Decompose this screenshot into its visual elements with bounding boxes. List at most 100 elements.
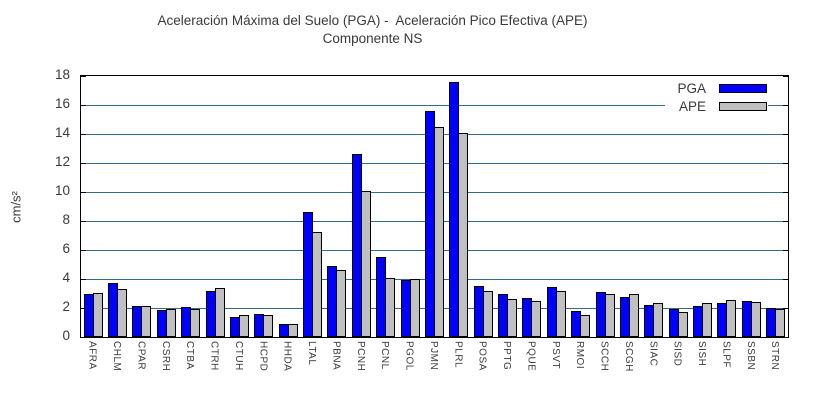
y-tickmark [783, 279, 788, 280]
legend-swatch-ape [719, 101, 767, 111]
y-tickmark [81, 105, 86, 106]
y-axis-label: cm/s² [8, 191, 24, 223]
x-tick-label-siac: SIAC [647, 341, 659, 367]
x-label-cell: CPAR [129, 341, 153, 399]
bar-ape-csrh [165, 309, 176, 337]
bar-ape-ctba [190, 308, 201, 337]
x-label-cell: PGOL [397, 341, 421, 399]
x-tick-label-hhda: HHDA [281, 341, 293, 372]
x-tick-label-scch: SCCH [598, 341, 610, 372]
bar-ape-posa [482, 291, 493, 337]
x-tick-label-strn: STRN [769, 341, 781, 371]
x-label-cell: SLPF [714, 341, 738, 399]
x-tick-label-pgol: PGOL [403, 341, 415, 371]
y-tickmark [783, 105, 788, 106]
x-tick-label-pptg: PPTG [501, 341, 513, 371]
bar-ape-strn [775, 308, 786, 337]
chart-title: Aceleración Máxima del Suelo (PGA) - Ace… [157, 13, 588, 28]
x-label-cell: STRN [763, 341, 787, 399]
chart-subtitle: Componente NS [322, 31, 423, 46]
y-tickmark [783, 134, 788, 135]
bar-group-csrh [154, 76, 178, 337]
y-tick-label-6: 6 [62, 241, 70, 256]
y-tick-label-16: 16 [54, 96, 70, 111]
x-label-cell: HHDA [275, 341, 299, 399]
bar-ape-slpf [726, 300, 737, 337]
y-tickmark [81, 163, 86, 164]
bar-ape-sisd [677, 311, 688, 337]
bar-ape-afra [92, 292, 103, 337]
x-label-cell: CHLM [104, 341, 128, 399]
bar-ape-hhda [287, 323, 298, 337]
bar-group-pque [520, 76, 544, 337]
x-tick-label-rmoi: RMOI [574, 341, 586, 370]
x-label-cell: RMOI [568, 341, 592, 399]
y-tick-label-8: 8 [62, 212, 70, 227]
legend: PGA APE [665, 79, 768, 115]
legend-item-pga: PGA [677, 79, 767, 97]
bar-group-chlm [105, 76, 129, 337]
bar-ape-ctuh [238, 314, 249, 337]
x-label-cell: PQUE [519, 341, 543, 399]
bar-ape-sish [702, 302, 713, 337]
chart-title-block: Aceleración Máxima del Suelo (PGA) - Ace… [0, 12, 745, 48]
bar-ape-ssbn [750, 302, 761, 337]
bar-group-scgh [617, 76, 641, 337]
x-tick-label-ctrh: CTRH [208, 341, 220, 371]
bar-group-ctba [179, 76, 203, 337]
y-axis-tick-labels: 0 2 4 6 8 10 12 14 16 18 [30, 68, 70, 343]
x-label-cell: CSRH [153, 341, 177, 399]
y-tickmark [783, 163, 788, 164]
bar-group-pcnh [349, 76, 373, 337]
bar-group-sish [690, 76, 714, 337]
legend-item-ape: APE [677, 97, 767, 115]
gridline-16 [81, 105, 788, 106]
x-tick-label-ctuh: CTUH [232, 341, 244, 371]
y-tickmark [81, 134, 86, 135]
bar-group-pbna [325, 76, 349, 337]
y-tickmark [783, 250, 788, 251]
x-tick-label-cpar: CPAR [135, 341, 147, 371]
y-tick-label-0: 0 [62, 328, 70, 343]
x-tick-label-hcpd: HCPD [257, 341, 269, 372]
x-axis-labels: AFRA CHLM CPAR CSRH CTBA CTRH CTUH HCPD HHDA LTAL… [80, 341, 787, 399]
bar-group-psvt [544, 76, 568, 337]
y-tickmark [783, 192, 788, 193]
y-tickmark [81, 279, 86, 280]
plot-area: PGA APE [80, 75, 789, 338]
x-tick-label-ssbn: SSBN [744, 341, 756, 371]
x-tick-label-scgh: SCGH [622, 341, 634, 372]
bar-ape-scch [604, 294, 615, 337]
bar-group-rmoi [569, 76, 593, 337]
bar-group-ctuh [227, 76, 251, 337]
legend-label-pga: PGA [677, 80, 706, 96]
x-label-cell: SCGH [616, 341, 640, 399]
x-label-cell: PBNA [324, 341, 348, 399]
y-tickmark [81, 76, 86, 77]
bar-ape-pptg [507, 299, 518, 337]
bar-group-plrl [447, 76, 471, 337]
bar-ape-siac [653, 302, 664, 337]
bar-group-pptg [495, 76, 519, 337]
x-label-cell: PCNH [348, 341, 372, 399]
x-tick-label-plrl: PLRL [452, 341, 464, 369]
x-tick-label-pjmn: PJMN [427, 341, 439, 371]
y-tickmark [81, 308, 86, 309]
y-tickmark [783, 76, 788, 77]
bar-ape-hcpd [263, 315, 274, 337]
bar-group-pjmn [422, 76, 446, 337]
x-tick-label-slpf: SLPF [720, 341, 732, 369]
y-tick-label-14: 14 [54, 125, 70, 140]
x-label-cell: HCPD [251, 341, 275, 399]
x-tick-label-csrh: CSRH [159, 341, 171, 372]
x-label-cell: POSA [470, 341, 494, 399]
x-label-cell: SISH [689, 341, 713, 399]
bar-ape-pgol [409, 279, 420, 337]
bar-group-siac [642, 76, 666, 337]
y-tick-label-2: 2 [62, 299, 70, 314]
bar-groups [81, 76, 788, 337]
bar-ape-ctrh [214, 288, 225, 337]
x-tick-label-pbna: PBNA [330, 341, 342, 371]
bar-ape-plrl [458, 132, 469, 337]
